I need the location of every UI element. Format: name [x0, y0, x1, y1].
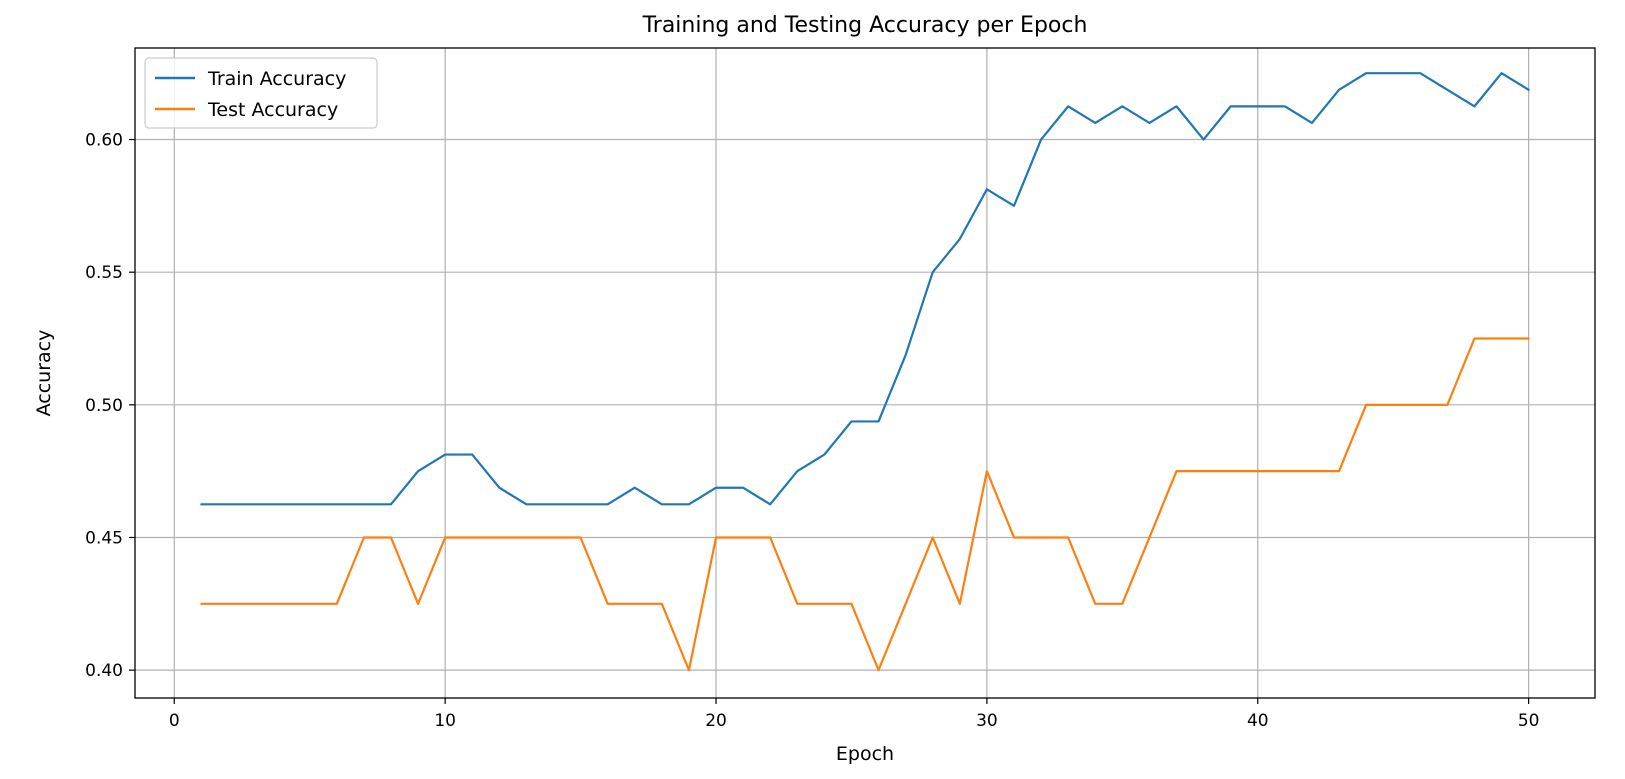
test-accuracy-points: [201, 339, 1528, 671]
y-tick-label: 0.60: [85, 131, 123, 151]
x-tick-label: 20: [705, 711, 727, 731]
x-tick-label: 30: [976, 711, 998, 731]
y-axis-title: Accuracy: [33, 330, 55, 417]
grid: [135, 48, 1595, 698]
chart-title: Training and Testing Accuracy per Epoch: [642, 13, 1088, 38]
legend: Train Accuracy Test Accuracy: [145, 58, 377, 128]
x-tick-label: 50: [1518, 711, 1540, 731]
train-accuracy-line: [201, 73, 1528, 504]
y-tick-label: 0.55: [85, 263, 123, 283]
x-tick-label: 40: [1247, 711, 1269, 731]
test-accuracy-line: [201, 339, 1528, 671]
y-tick-label: 0.40: [85, 661, 123, 681]
legend-label-train-accuracy: Train Accuracy: [207, 68, 346, 90]
plot-frame: [135, 48, 1595, 698]
x-tick-label: 10: [434, 711, 456, 731]
y-tick-label: 0.50: [85, 396, 123, 416]
legend-label-test-accuracy: Test Accuracy: [207, 99, 338, 121]
x-tick-label: 0: [169, 711, 180, 731]
axis-ticks: 0 10 20 30 40 50 0.40 0.45 0.50 0.55 0.60: [85, 131, 1539, 731]
series-lines: [201, 73, 1528, 670]
y-tick-label: 0.45: [85, 528, 123, 548]
x-axis-title: Epoch: [836, 743, 894, 765]
train-accuracy-points: [201, 73, 1528, 504]
